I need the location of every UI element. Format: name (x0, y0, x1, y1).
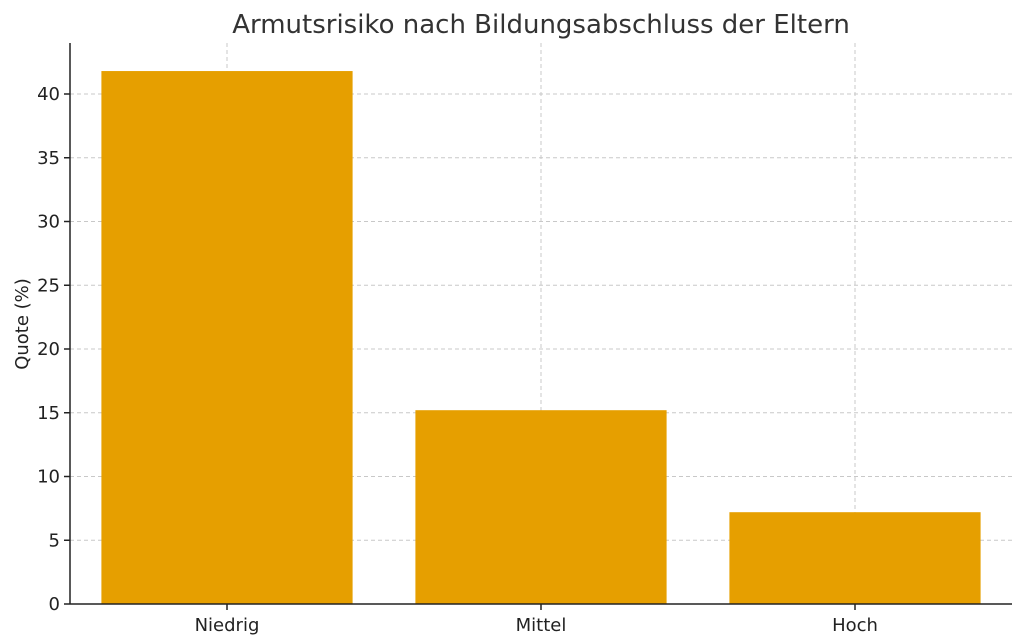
bar-mittel (415, 410, 667, 604)
x-tick-label: Mittel (516, 615, 567, 636)
y-tick-label: 25 (37, 275, 60, 296)
y-tick-label: 40 (37, 84, 60, 105)
bar-hoch (729, 512, 981, 604)
y-tick-label: 10 (37, 467, 60, 488)
bar-niedrig (101, 71, 353, 605)
x-tick-label: Hoch (832, 615, 878, 636)
bars (101, 71, 981, 605)
y-tick-label: 30 (37, 212, 60, 233)
y-tick-label: 15 (37, 403, 60, 424)
x-tick-label: Niedrig (195, 615, 260, 636)
y-tick-label: 35 (37, 148, 60, 169)
y-tick-label: 20 (37, 339, 60, 360)
chart-title: Armutsrisiko nach Bildungsabschluss der … (232, 10, 850, 40)
y-axis-label: Quote (%) (12, 278, 33, 370)
tick-labels: 0 5 10 15 20 25 30 35 40 Niedrig Mittel Hoch (37, 84, 878, 636)
y-tick-label: 5 (49, 530, 60, 551)
axes (64, 43, 1012, 610)
y-tick-label: 0 (49, 594, 60, 615)
